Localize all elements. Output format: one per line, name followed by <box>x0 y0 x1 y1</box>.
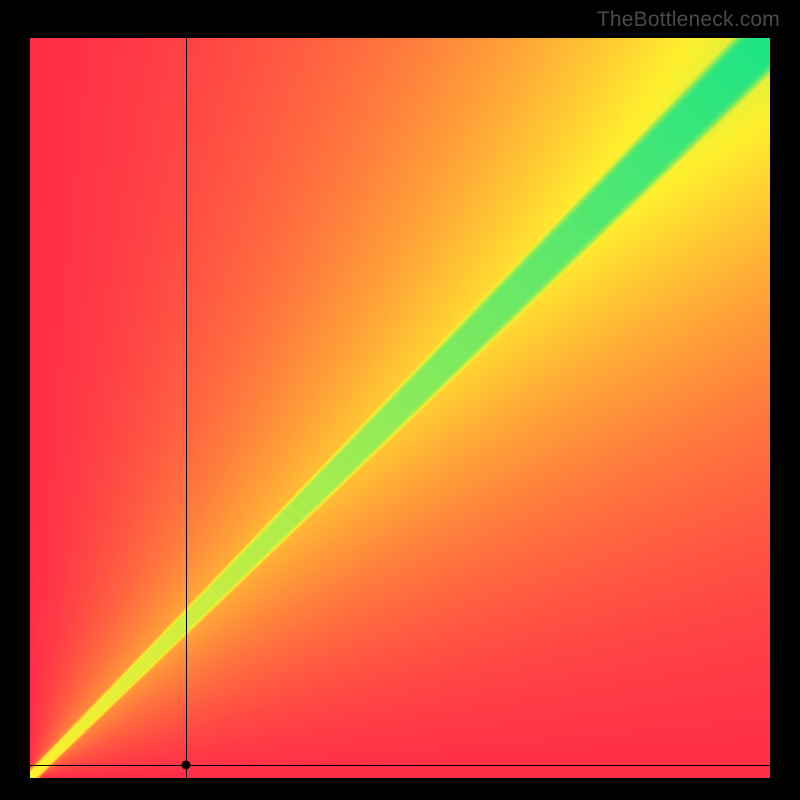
heatmap-plot <box>30 38 770 778</box>
crosshair-dot <box>182 760 191 769</box>
crosshair-horizontal <box>30 765 770 766</box>
watermark-text: TheBottleneck.com <box>597 8 780 32</box>
heatmap-canvas <box>30 38 770 778</box>
crosshair-vertical <box>186 38 187 778</box>
